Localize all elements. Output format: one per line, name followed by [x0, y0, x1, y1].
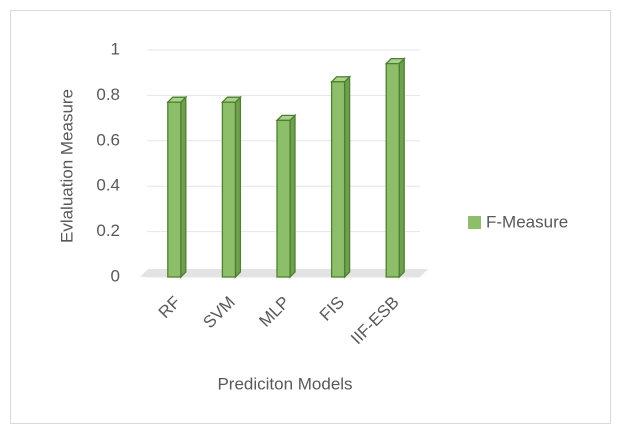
y-tick-label: 1 — [111, 39, 120, 58]
y-tick-label: 0.6 — [96, 130, 120, 149]
bar — [330, 81, 346, 278]
chart-frame — [10, 10, 611, 424]
y-tick-label: 0.4 — [96, 176, 120, 195]
bar-side — [180, 95, 187, 279]
bar — [385, 62, 400, 278]
legend-swatch — [468, 216, 481, 229]
bar-side — [234, 95, 242, 279]
y-tick-label: 0.8 — [96, 85, 120, 104]
bar — [276, 119, 291, 278]
legend-label: F-Measure — [486, 212, 568, 231]
bar — [167, 101, 182, 278]
bar — [221, 101, 237, 278]
x-axis-title: Prediciton Models — [217, 374, 352, 393]
y-axis-title: Evlaluation Measure — [57, 89, 76, 243]
bar-side — [343, 75, 351, 279]
bar-side — [289, 113, 296, 279]
bar-side — [398, 57, 405, 279]
y-tick-label: 0 — [111, 266, 120, 285]
y-tick-label: 0.2 — [96, 221, 120, 240]
